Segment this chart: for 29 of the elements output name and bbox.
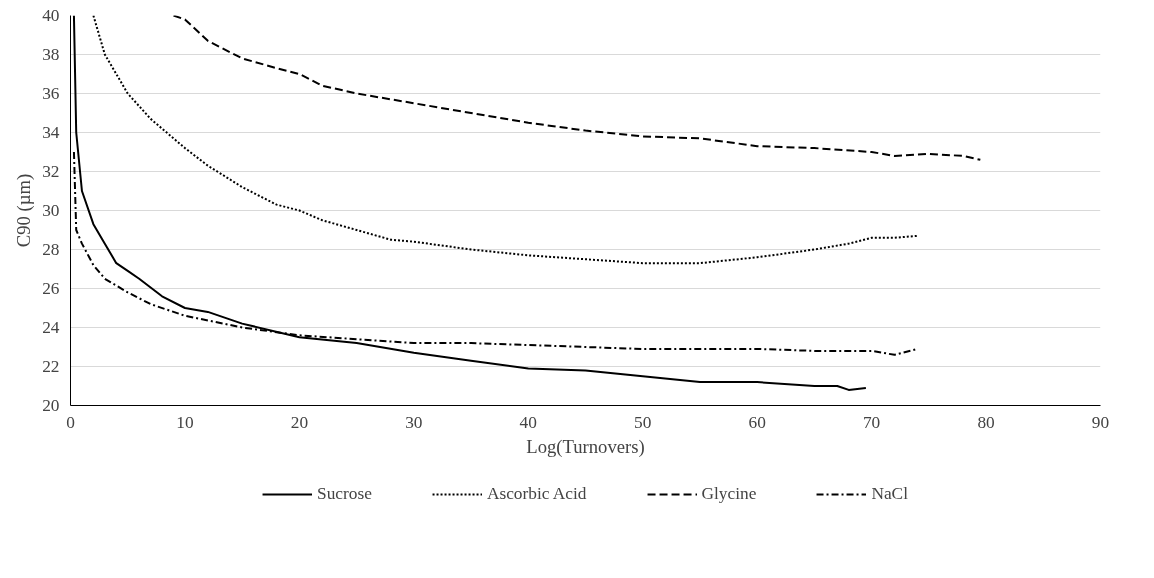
legend-label: NaCl (871, 484, 908, 504)
y-tick-label: 32 (42, 162, 60, 181)
x-tick-label: 60 (748, 412, 766, 432)
y-tick-label: 28 (42, 240, 60, 259)
legend-label: Glycine (701, 484, 757, 504)
y-tick-label: 38 (42, 45, 60, 64)
y-tick-label: 20 (42, 396, 60, 415)
x-tick-label: 90 (1091, 412, 1110, 432)
x-tick-label: 10 (176, 412, 194, 432)
y-tick-label: 22 (42, 357, 60, 376)
y-tick-label: 40 (42, 6, 60, 25)
y-tick-label: 26 (42, 279, 60, 298)
x-tick-label: 70 (862, 412, 881, 432)
legend-label: Ascorbic Acid (486, 484, 587, 504)
line-series (172, 15, 982, 161)
x-tick-label: 40 (519, 412, 537, 432)
x-tick-label: 20 (290, 412, 309, 432)
y-tick-label: 36 (42, 84, 60, 103)
y-tick-label: 34 (42, 123, 60, 142)
x-axis-title: Log(Turnovers) (526, 435, 645, 458)
line-series (92, 15, 919, 265)
legend-label: Sucrose (317, 484, 372, 504)
x-tick-label: 80 (977, 412, 995, 432)
x-tick-label: 50 (634, 412, 652, 432)
y-tick-label: 30 (42, 201, 60, 220)
x-tick-label: 30 (405, 412, 423, 432)
y-tick-label: 24 (42, 318, 60, 337)
y-axis-title: C90 (µm) (13, 173, 36, 248)
x-tick-label: 0 (66, 412, 75, 432)
